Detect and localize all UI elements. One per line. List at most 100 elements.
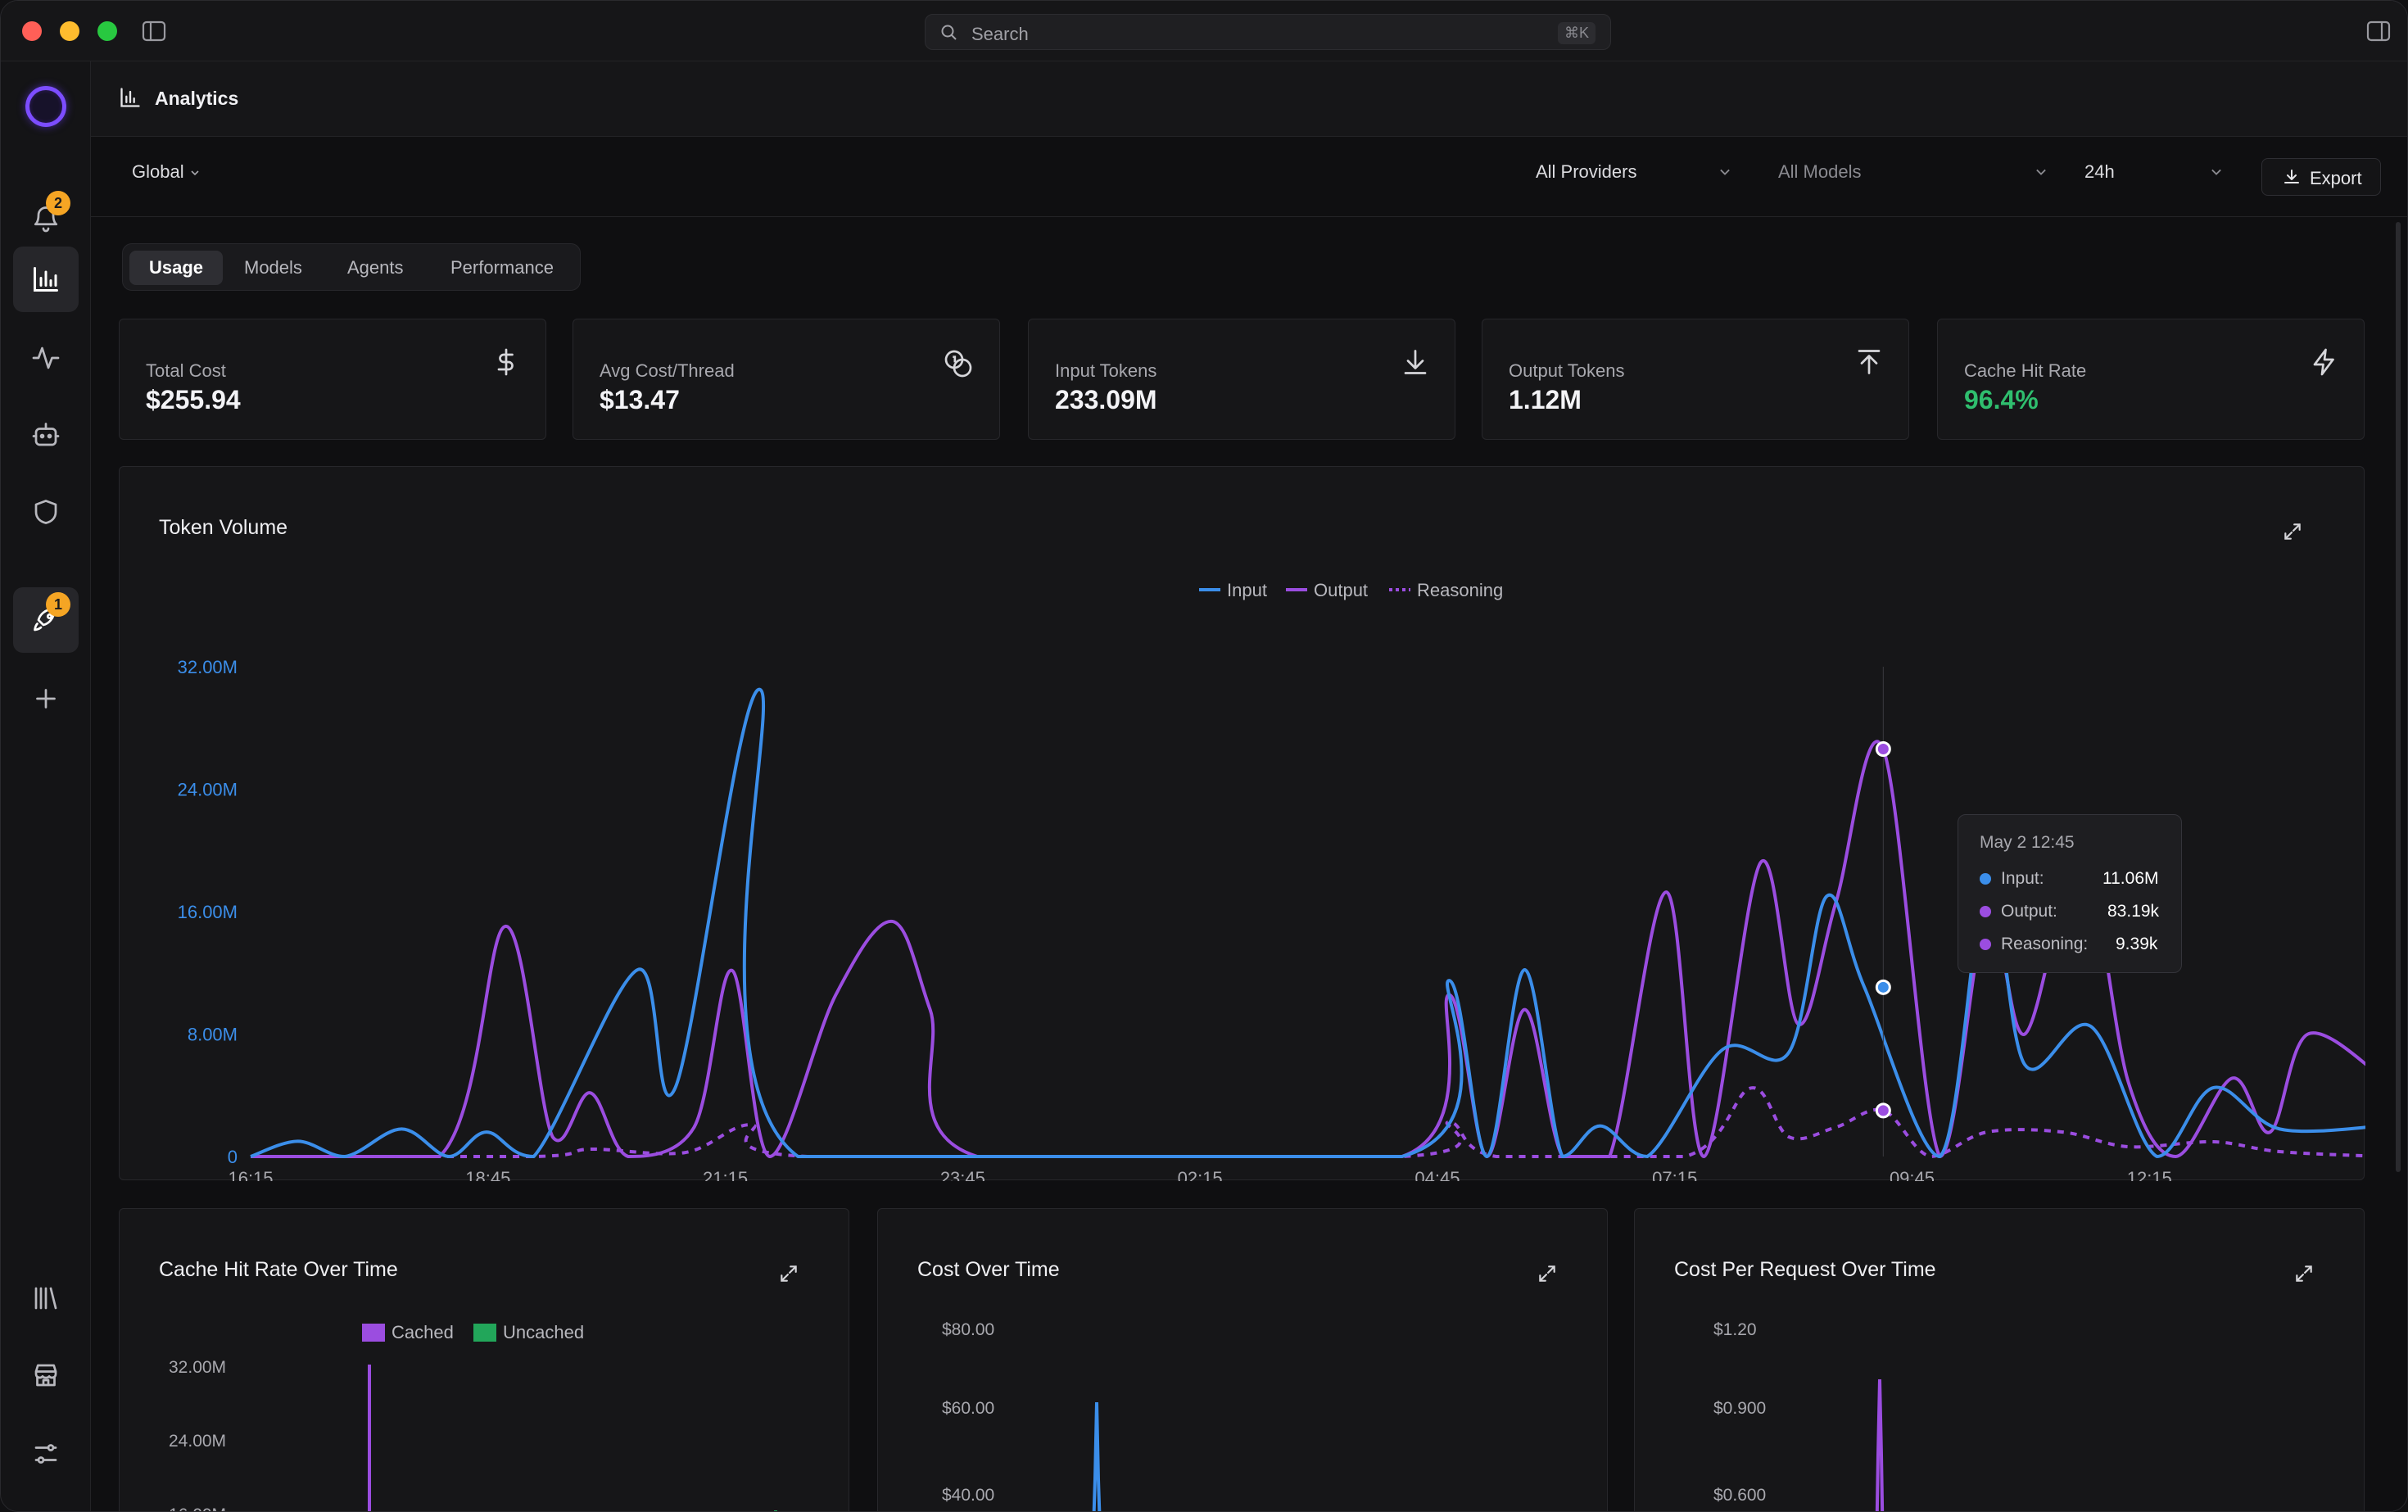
cost-over-time-card: Cost Over Time $80.00 $60.00 $40.00 <box>877 1208 1608 1511</box>
download-icon <box>1404 350 1427 374</box>
rail-settings[interactable] <box>13 1421 79 1487</box>
y-left-tick-label: 8.00M <box>188 1025 238 1045</box>
page-header: Analytics <box>91 61 2407 137</box>
x-tick-label: 04:45 <box>1414 1168 1460 1181</box>
x-tick-label: 16:15 <box>228 1168 273 1181</box>
y-tick-label: $40.00 <box>942 1486 995 1505</box>
tooltip-row-input: Input: 11.06M <box>1980 869 2159 889</box>
download-icon <box>2284 170 2299 183</box>
expand-icon[interactable] <box>778 1263 799 1284</box>
hover-point <box>1875 979 1891 995</box>
chart-tooltip: May 2 12:45 Input: 11.06M Output: 83.19k… <box>1958 814 2182 973</box>
chart-title: Cost Over Time <box>917 1258 1060 1281</box>
right-panel-toggle-icon[interactable] <box>2366 20 2391 42</box>
cached-spike <box>368 1365 371 1511</box>
models-dropdown[interactable]: All Models <box>1778 161 2048 183</box>
tooltip-date: May 2 12:45 <box>1980 833 2075 852</box>
legend-dot <box>1980 873 1991 885</box>
robot-icon <box>32 423 60 446</box>
cache-hit-rate-card: Cache Hit Rate Over Time Cached Uncached… <box>119 1208 849 1511</box>
expand-icon[interactable] <box>2293 1263 2315 1284</box>
cost-per-request-card: Cost Per Request Over Time $1.20 $0.900 … <box>1634 1208 2365 1511</box>
rail-library[interactable] <box>13 1265 79 1331</box>
y-tick-label: $60.00 <box>942 1399 995 1418</box>
x-tick-label: 21:15 <box>703 1168 748 1181</box>
stat-card-input-tokens: Input Tokens 233.09M <box>1028 319 1455 440</box>
tooltip-label: Input: <box>2001 869 2044 888</box>
bar-chart-icon <box>34 267 58 292</box>
app-rail: 2 1 <box>1 61 91 1511</box>
expand-icon[interactable] <box>2282 521 2303 542</box>
tooltip-row-output: Output: 83.19k <box>1980 902 2159 921</box>
providers-dropdown[interactable]: All Providers <box>1536 161 1732 183</box>
chart-title: Token Volume <box>159 516 288 539</box>
rail-activity[interactable] <box>13 325 79 391</box>
tab-agents[interactable]: Agents <box>347 257 404 278</box>
main-content: Analytics Global All Providers All Model… <box>91 61 2407 1511</box>
stat-card-output-tokens: Output Tokens 1.12M <box>1482 319 1909 440</box>
rail-analytics[interactable] <box>13 247 79 312</box>
sidebar-toggle-icon[interactable] <box>142 20 166 42</box>
y-left-tick-label: 32.00M <box>178 657 238 677</box>
models-value: All Models <box>1778 161 1862 182</box>
stat-label: Avg Cost/Thread <box>600 360 735 381</box>
rail-security[interactable] <box>13 479 79 545</box>
tab-models[interactable]: Models <box>244 257 302 278</box>
tooltip-value: 11.06M <box>2102 869 2159 888</box>
y-left-tick-label: 24.00M <box>178 780 238 800</box>
rail-deploy[interactable]: 1 <box>13 587 79 653</box>
store-icon <box>34 1364 57 1387</box>
close-window-button[interactable] <box>22 21 42 41</box>
tab-performance[interactable]: Performance <box>450 257 554 278</box>
filter-bar: Global All Providers All Models 24h Expo… <box>91 137 2407 217</box>
legend-swatch-uncached <box>473 1324 496 1342</box>
y-tick-label: $0.600 <box>1713 1486 1767 1505</box>
shield-icon <box>34 500 57 524</box>
x-tick-label: 12:15 <box>2127 1168 2172 1181</box>
bar-chart-icon <box>120 88 140 107</box>
cost-spike <box>1092 1401 1102 1511</box>
stat-value: 233.09M <box>1055 385 1157 414</box>
stat-value: 96.4% <box>1964 385 2039 414</box>
legend-label-cached: Cached <box>392 1322 454 1342</box>
x-tick-label: 02:15 <box>1178 1168 1223 1181</box>
series-line-input <box>250 687 2365 1159</box>
stat-value: $255.94 <box>146 385 241 414</box>
scrollbar[interactable] <box>2396 222 2401 1172</box>
stat-label: Input Tokens <box>1055 360 1157 381</box>
notification-badge: 2 <box>46 191 70 215</box>
legend-dot <box>1980 906 1991 917</box>
legend-label-uncached: Uncached <box>503 1322 585 1342</box>
rail-store[interactable] <box>13 1342 79 1408</box>
title-bar: Search ⌘K <box>1 1 2407 61</box>
app-logo[interactable] <box>25 86 66 127</box>
hover-point <box>1875 741 1891 758</box>
rail-add[interactable] <box>13 666 79 731</box>
legend-label: Reasoning <box>1417 580 1503 600</box>
rail-notifications[interactable]: 2 <box>13 186 79 251</box>
library-icon <box>34 1287 57 1310</box>
cost-per-request-spike <box>1875 1378 1885 1511</box>
chevron-down-icon <box>2036 169 2046 175</box>
tab-usage[interactable]: Usage <box>129 251 224 285</box>
bolt-icon <box>2313 348 2334 376</box>
providers-value: All Providers <box>1536 161 1637 182</box>
y-tick-label: $80.00 <box>942 1320 995 1339</box>
dollar-icon <box>497 348 514 376</box>
range-dropdown[interactable]: 24h <box>2084 161 2224 183</box>
scope-dropdown[interactable]: Global <box>132 161 201 183</box>
stat-card-cache-hit-rate: Cache Hit Rate 96.4% <box>1937 319 2365 440</box>
y-left-tick-label: 16.00M <box>178 902 238 922</box>
coins-icon <box>944 350 972 378</box>
plus-icon <box>36 689 56 708</box>
minimize-window-button[interactable] <box>60 21 79 41</box>
expand-icon[interactable] <box>1537 1263 1558 1284</box>
tooltip-value: 9.39k <box>2116 935 2158 953</box>
export-button[interactable]: Export <box>2261 158 2381 196</box>
chevron-down-icon <box>2211 169 2221 175</box>
chevron-down-icon <box>1720 169 1730 175</box>
search-bar[interactable]: Search ⌘K <box>925 14 1611 50</box>
zoom-window-button[interactable] <box>97 21 117 41</box>
rail-agents[interactable] <box>13 402 79 468</box>
